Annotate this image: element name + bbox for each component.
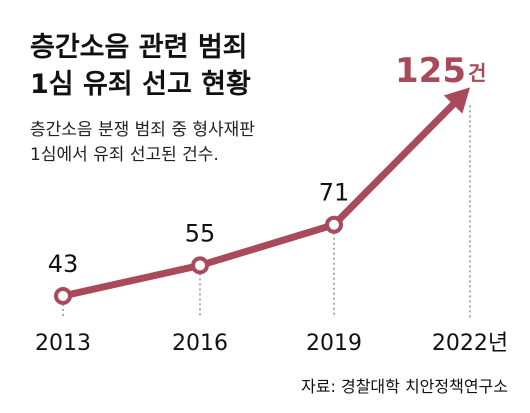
x-tick-label-2019: 2019 [306, 331, 362, 356]
value-labels: 43 55 71 125 건 [48, 51, 487, 278]
x-tick-label-2022년: 2022년 [432, 331, 508, 356]
value-label-2016: 55 [185, 219, 216, 247]
series-line [59, 99, 459, 300]
guide-lines [62, 105, 471, 318]
x-tick-label-2016: 2016 [172, 331, 228, 356]
chart-subtitle-line-2: 1심에서 유죄 선고된 건수. [30, 145, 219, 165]
chart-title-line-1: 층간소음 관련 범죄 [30, 32, 248, 63]
x-axis-tick-labels: 2013 2016 2019 2022년 [35, 331, 508, 356]
value-label-2022년: 125 [395, 51, 466, 91]
series-arrow-head [443, 87, 470, 114]
data-marker-2016 [191, 256, 209, 275]
x-tick-label-2013: 2013 [35, 331, 91, 356]
data-markers [54, 215, 343, 305]
data-marker-2013 [54, 286, 72, 305]
chart-title-line-2: 1심 유죄 선고 현황 [30, 69, 251, 100]
chart-subtitle-line-1: 층간소음 분쟁 범죄 중 형사재판 [30, 120, 255, 140]
value-unit-label: 건 [468, 61, 486, 85]
source-note: 자료: 경찰대학 치안정책연구소 [301, 377, 508, 396]
value-label-2013: 43 [48, 250, 79, 278]
value-label-2019: 71 [319, 179, 350, 207]
data-marker-2019 [325, 215, 343, 234]
